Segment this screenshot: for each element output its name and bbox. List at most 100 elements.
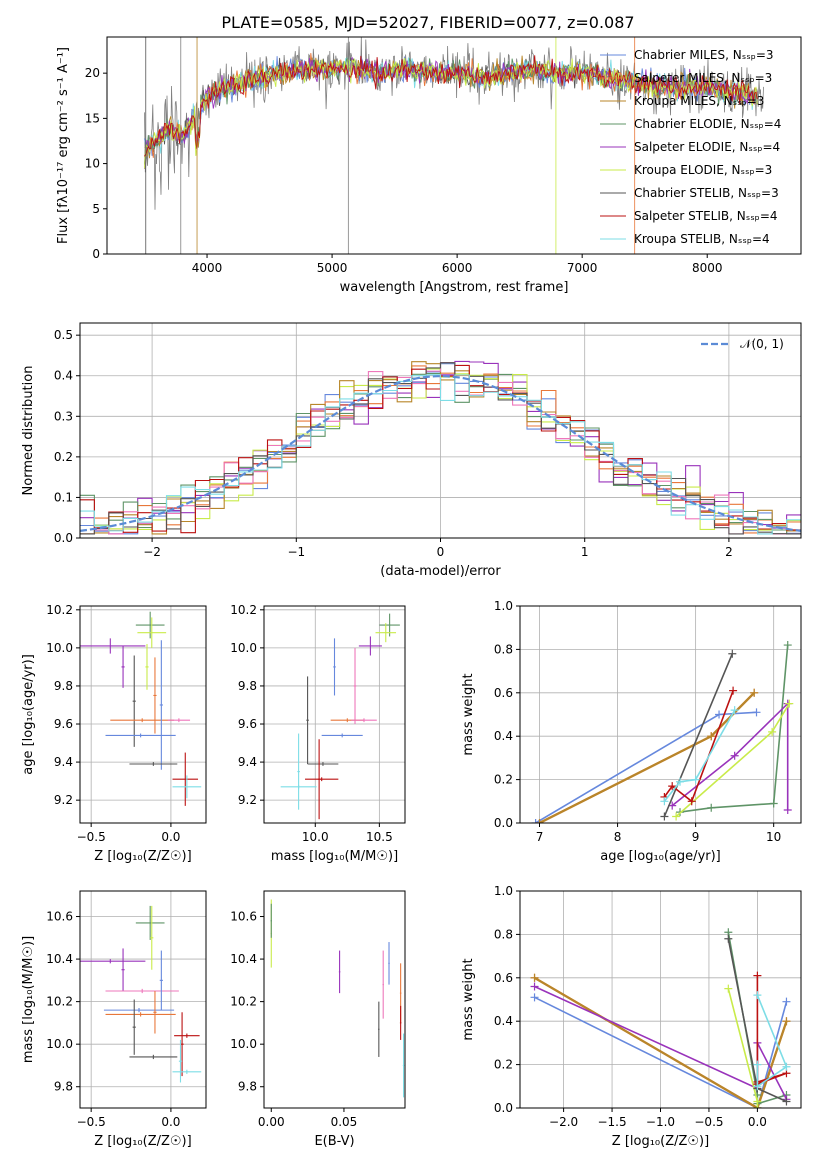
y-tick-label: 10.4 [230, 952, 257, 966]
x-tick-label: 0.05 [331, 1115, 358, 1129]
x-axis-label: Z [log₁₀(Z/Z☉)] [612, 1134, 709, 1149]
y-tick-label: 0.4 [494, 729, 513, 743]
weight-age-point-6-1 [768, 727, 777, 736]
y-tick-label: 9.4 [238, 755, 257, 769]
weight-z-line-1 [534, 996, 788, 1108]
weight-z-point-1-0 [530, 993, 539, 1002]
panel-mass-vs-Z: −0.5 0.0 9.8 10.0 10.2 10.4 10.6 Z [log₁₀(Z/Z☉)… [21, 890, 207, 1149]
weight-z-point-3-0 [530, 973, 539, 982]
x-tick-label: −2 [143, 545, 161, 559]
x-tick-label: 10 [766, 830, 781, 844]
x-axis-label: mass [log₁₀(M/M☉)] [271, 849, 398, 864]
x-tick-label: 8000 [692, 261, 723, 275]
y-tick-label: 10 [85, 157, 100, 171]
plot-area-residuals [80, 360, 801, 535]
weight-z-point-9-2 [753, 1082, 762, 1091]
panel-residuals: −2 −1 0 1 2 0.0 0.1 0.2 0.3 0.4 0.5 (data-model)/er… [21, 322, 802, 579]
panel-age-vs-mass: 10.0 10.5 9.2 9.4 9.6 9.8 10.0 10.2 mass [log₁₀(… [230, 603, 406, 864]
y-axis-label: Normed distribution [21, 366, 36, 496]
weight-age-point-1-0 [531, 819, 540, 823]
plot-area-age-vs-Z [80, 611, 202, 806]
x-tick-label: 5000 [317, 261, 348, 275]
weight-z-point-6-2 [753, 1104, 762, 1108]
x-tick-label: 10.0 [302, 830, 329, 844]
legend-label-9: Kroupa STELIB, Nₛₛₚ=4 [634, 232, 770, 246]
x-tick-label: 0.00 [258, 1115, 285, 1129]
weight-age-line-9 [663, 709, 736, 802]
y-tick-label: 9.2 [238, 793, 257, 807]
y-tick-label: 9.2 [54, 793, 73, 807]
x-tick-label: 0.0 [748, 1115, 767, 1129]
axes-frame [519, 605, 802, 824]
residual-histogram-2 [80, 361, 801, 535]
y-tick-label: 0.2 [54, 450, 73, 464]
plot-area-mass-vs-ebv [270, 899, 405, 1098]
y-tick-label: 10.0 [230, 1037, 257, 1051]
weight-z-point-7-0 [724, 934, 733, 943]
y-tick-label: 10.0 [46, 1037, 73, 1051]
y-tick-label: 0.0 [54, 531, 73, 545]
weight-z-point-9-3 [753, 1060, 762, 1069]
x-tick-label: 7000 [567, 261, 598, 275]
y-axis-label: age [log₁₀(age/yr)] [21, 654, 36, 775]
weight-z-point-7-2 [782, 1097, 791, 1106]
plot-area-massweight-vs-Z [530, 928, 791, 1108]
x-tick-label: −1 [287, 545, 305, 559]
y-tick-label: 0 [92, 247, 100, 261]
y-tick-label: 9.8 [238, 1080, 257, 1094]
weight-age-point-8-1 [668, 782, 677, 791]
legend: Chabrier MILES, Nₛₛₚ=3 Salpeter MILES, Nₛ… [600, 48, 781, 246]
y-tick-label: 9.6 [54, 717, 73, 731]
panel-massweight-vs-age: 7 8 9 10 0.0 0.2 0.4 0.6 0.8 1.0 age [log₁₀(age/yr… [461, 599, 802, 864]
plot-area-spectrum [144, 37, 764, 254]
y-tick-label: 0.8 [494, 642, 513, 656]
y-tick-label: 9.4 [54, 755, 73, 769]
y-tick-label: 10.2 [230, 603, 257, 617]
y-tick-label: 10.2 [46, 995, 73, 1009]
x-tick-label: 0.0 [161, 1115, 180, 1129]
x-tick-label: 8 [614, 830, 622, 844]
y-tick-label: 1.0 [494, 884, 513, 898]
y-tick-label: 0.3 [54, 409, 73, 423]
residual-histogram-6 [80, 362, 801, 535]
x-tick-label: 9 [692, 830, 700, 844]
x-tick-label: −0.5 [77, 830, 106, 844]
weight-age-point-6-2 [785, 699, 794, 708]
x-tick-label: 1 [581, 545, 589, 559]
panel-spectrum: 4000 5000 6000 7000 8000 0 5 10 15 20 wavelength [… [56, 13, 802, 295]
weight-age-point-5-1 [730, 751, 739, 760]
residual-histogram-9 [80, 362, 801, 535]
weight-z-point-5-0 [530, 982, 539, 991]
y-tick-label: 10.2 [230, 995, 257, 1009]
y-axis-label: mass [log₁₀(M/M☉)] [21, 936, 36, 1063]
plot-area-massweight-vs-age [531, 641, 794, 823]
normal-curve [80, 375, 801, 532]
y-tick-label: 0.8 [494, 927, 513, 941]
y-tick-label: 15 [85, 111, 100, 125]
y-tick-label: 0.2 [494, 1058, 513, 1072]
weight-z-point-6-0 [724, 984, 733, 993]
y-tick-label: 0.0 [494, 1101, 513, 1115]
plot-area-age-vs-mass [280, 613, 400, 820]
x-tick-label: 7 [536, 830, 544, 844]
weight-age-point-9-3 [730, 706, 739, 715]
residual-histogram-8 [80, 374, 801, 535]
weight-age-point-9-1 [676, 777, 685, 786]
weight-z-point-3-2 [782, 1017, 791, 1026]
y-tick-label: 9.8 [238, 679, 257, 693]
spectrum-model-line-6 [144, 57, 758, 169]
weight-age-point-7-1 [728, 649, 737, 658]
plot-area-mass-vs-Z [80, 905, 202, 1083]
y-tick-label: 20 [85, 66, 100, 80]
legend-label-8: Salpeter STELIB, Nₛₛₚ=4 [634, 209, 778, 223]
weight-age-point-9-2 [691, 775, 700, 784]
y-tick-label: 10.0 [46, 641, 73, 655]
weight-age-point-7-0 [660, 812, 669, 821]
weight-z-point-9-1 [782, 1062, 791, 1071]
weight-age-point-3-0 [535, 819, 544, 823]
x-tick-label: 4000 [192, 261, 223, 275]
x-tick-label: 2 [725, 545, 733, 559]
axes-frame [79, 890, 207, 1109]
weight-z-point-9-0 [753, 991, 762, 1000]
